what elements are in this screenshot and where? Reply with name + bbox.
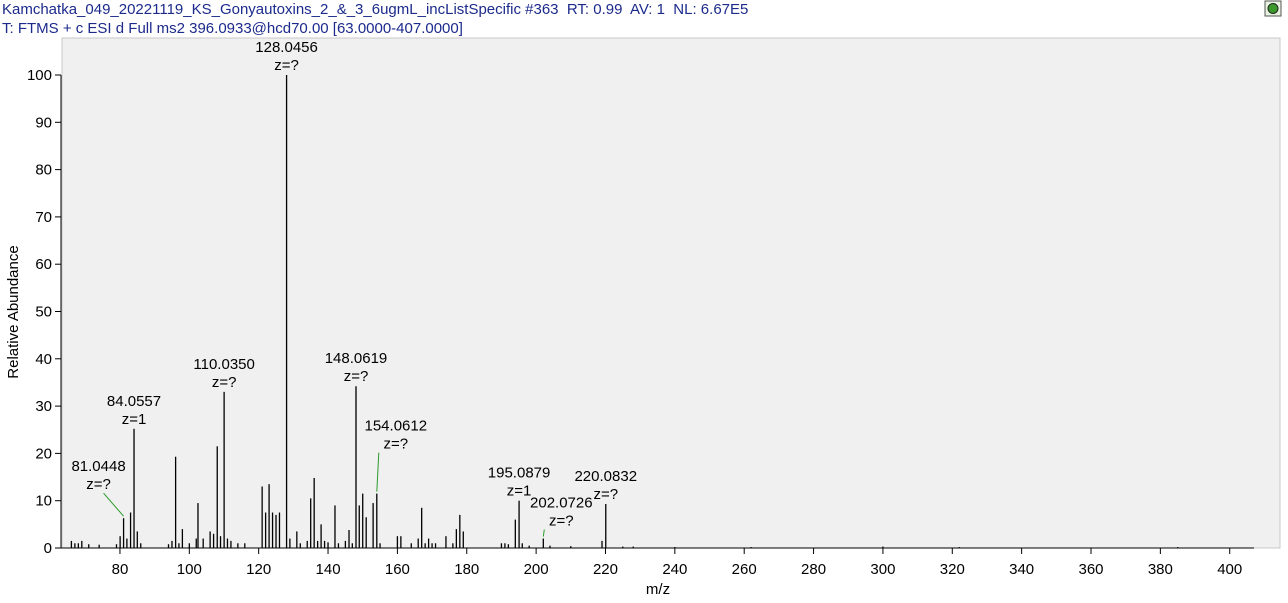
x-tick-label: 360	[1078, 561, 1103, 578]
x-tick-label: 240	[662, 561, 687, 578]
charge-label: z=1	[122, 411, 147, 428]
charge-label: z=?	[593, 486, 618, 503]
y-tick-label: 70	[35, 209, 52, 226]
y-tick-label: 0	[44, 540, 52, 557]
charge-label: z=?	[383, 436, 408, 453]
x-tick-label: 400	[1217, 561, 1242, 578]
x-tick-label: 120	[246, 561, 271, 578]
plot-area	[61, 37, 1281, 549]
charge-label: z=?	[212, 374, 237, 391]
charge-label: z=1	[507, 483, 532, 500]
x-tick-label: 260	[732, 561, 757, 578]
y-axis-label: Relative Abundance	[5, 245, 22, 378]
peak-label: 128.0456	[255, 39, 318, 56]
chart-title: Kamchatka_049_20221119_KS_Gonyautoxins_2…	[2, 1, 748, 18]
x-tick-label: 100	[177, 561, 202, 578]
leader-line	[542, 529, 545, 537]
x-tick-label: 180	[454, 561, 479, 578]
charge-label: z=?	[86, 476, 111, 493]
y-tick-label: 100	[27, 67, 52, 84]
leader-line	[103, 492, 124, 517]
x-tick-label: 320	[940, 561, 965, 578]
y-tick-label: 10	[35, 493, 52, 510]
x-tick-label: 80	[112, 561, 129, 578]
y-tick-label: 90	[35, 114, 52, 131]
x-tick-label: 380	[1148, 561, 1173, 578]
peak-label: 84.0557	[107, 393, 161, 410]
x-tick-label: 340	[1009, 561, 1034, 578]
y-tick-label: 40	[35, 351, 52, 368]
peak-label: 148.0619	[325, 350, 388, 367]
peak-label: 195.0879	[488, 465, 551, 482]
x-axis-label: m/z	[646, 581, 670, 598]
charge-label: z=?	[344, 368, 369, 385]
peak-label: 220.0832	[574, 468, 637, 485]
x-tick-label: 300	[870, 561, 895, 578]
x-tick-label: 220	[593, 561, 618, 578]
y-tick-label: 30	[35, 398, 52, 415]
leader-line	[376, 452, 380, 492]
x-tick-label: 160	[385, 561, 410, 578]
x-tick-label: 280	[801, 561, 826, 578]
peak-label: 81.0448	[71, 458, 125, 475]
x-tick-label: 140	[316, 561, 341, 578]
y-tick-label: 20	[35, 445, 52, 462]
y-tick-label: 60	[35, 256, 52, 273]
charge-label: z=?	[549, 513, 574, 530]
peak-label: 202.0726	[530, 495, 593, 512]
peak-label: 110.0350	[193, 356, 254, 373]
y-tick-label: 80	[35, 162, 52, 179]
peak-label: 154.0612	[365, 418, 428, 435]
x-tick-label: 200	[524, 561, 549, 578]
toolbar-icon[interactable]	[1264, 0, 1282, 17]
charge-label: z=?	[274, 57, 299, 74]
y-tick-label: 50	[35, 304, 52, 321]
chart-subtitle: T: FTMS + c ESI d Full ms2 396.0933@hcd7…	[2, 20, 463, 37]
